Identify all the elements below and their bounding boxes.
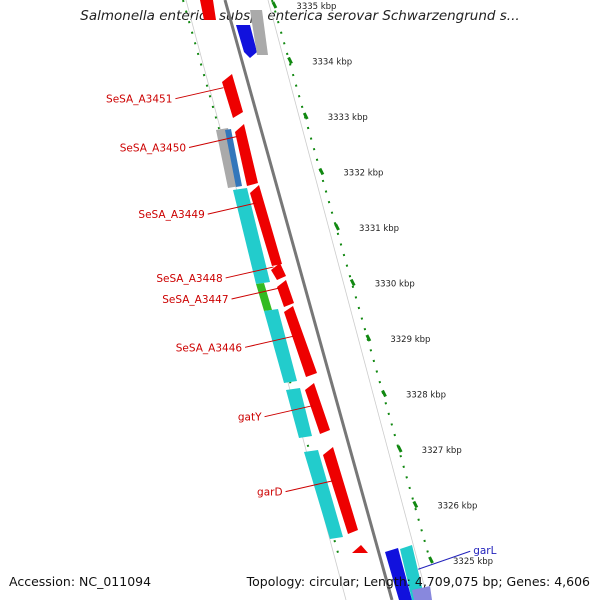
gene-label-SeSA_A3447[interactable]: SeSA_A3447 (162, 287, 280, 306)
ruler-label: 3325 kbp (453, 557, 493, 567)
ruler-tick (334, 223, 340, 231)
ruler-tick (271, 1, 278, 9)
feature-SeSA_A3446[interactable] (284, 306, 317, 377)
ruler-tick (428, 556, 434, 564)
gene-label-leader (231, 287, 280, 300)
ruler-tick (396, 445, 403, 453)
feature-garD[interactable] (323, 447, 358, 534)
feature-green-block[interactable] (256, 283, 272, 311)
feature-blue-top[interactable] (236, 25, 257, 58)
gene-label-SeSA_A3449[interactable]: SeSA_A3449 (138, 202, 256, 221)
feature-SeSA_A3449[interactable] (250, 185, 282, 266)
ruler-label: 3330 kbp (375, 280, 415, 290)
feature-cyan-2[interactable] (264, 309, 297, 383)
ruler-label: 3328 kbp (406, 391, 446, 401)
ruler-label: 3329 kbp (390, 335, 430, 345)
genome-summary: Topology: circular; Length: 4,709,075 bp… (246, 574, 590, 589)
gene-label-leader (207, 202, 256, 215)
feature-small-red[interactable] (352, 545, 368, 553)
feature-gatY[interactable] (305, 383, 330, 434)
gene-label-text[interactable]: SeSA_A3448 (156, 273, 222, 285)
gene-label-text[interactable]: SeSA_A3450 (120, 143, 186, 155)
gene-label-SeSA_A3448[interactable]: SeSA_A3448 (156, 266, 274, 285)
gene-label-leader (225, 266, 274, 279)
gene-label-leader (244, 335, 294, 348)
feature-garL[interactable] (385, 548, 412, 600)
feature-gray-top[interactable] (250, 10, 268, 55)
ruler-label: 3332 kbp (343, 169, 383, 179)
feature-SeSA_A3447[interactable] (277, 280, 294, 307)
outer-track-border (267, 0, 429, 600)
gene-label-text[interactable]: garL (473, 545, 496, 557)
backbone (223, 0, 394, 600)
feature-blue-block[interactable] (225, 129, 242, 187)
gene-label-leader (188, 136, 238, 149)
gene-label-leader (175, 87, 224, 100)
ruler-tick (302, 112, 309, 120)
feature-cyan-3[interactable] (286, 388, 312, 438)
ruler-label: 3334 kbp (312, 58, 352, 68)
ruler: 3335 kbp 3334 kbp 3333 kbp 3332 kbp 3331 kbp… (271, 1, 493, 567)
gene-label-text[interactable]: SeSA_A3449 (138, 209, 204, 221)
gene-label-SeSA_A3451[interactable]: SeSA_A3451 (106, 87, 224, 106)
gene-label-text[interactable]: SeSA_A3451 (106, 94, 172, 106)
ruler-label: 3335 kbp (296, 2, 336, 12)
ruler-tick (365, 334, 372, 342)
gene-labels: SeSA_A3451 SeSA_A3450 SeSA_A3449 SeSA_A3448… (106, 87, 497, 570)
ruler-tick (381, 389, 387, 398)
gene-label-text[interactable]: garD (257, 487, 283, 499)
feature-red-top[interactable] (200, 0, 216, 20)
ruler-label: 3327 kbp (422, 446, 462, 456)
gene-label-garD[interactable]: garD (257, 480, 334, 499)
gene-label-leader (264, 405, 313, 418)
feature-SeSA_A3450[interactable] (235, 124, 258, 186)
ruler-tick (412, 500, 419, 509)
ruler-tick (349, 278, 356, 287)
ruler-label: 3333 kbp (328, 113, 368, 123)
ruler-label: 3331 kbp (359, 224, 399, 234)
gene-label-garL[interactable]: garL (418, 545, 497, 570)
map-title: Salmonella enterica subsp. enterica sero… (80, 8, 520, 24)
feature-SeSA_A3448[interactable] (271, 263, 286, 280)
gene-label-SeSA_A3450[interactable]: SeSA_A3450 (120, 136, 238, 155)
gene-label-leader (418, 550, 471, 570)
outer-dotted-guide (271, 0, 431, 561)
gene-label-text[interactable]: SeSA_A3447 (162, 294, 228, 306)
feature-bottom-edge[interactable] (412, 586, 432, 600)
ruler-tick (287, 56, 293, 65)
ruler-label: 3326 kbp (437, 502, 477, 512)
feature-cyan-bottom[interactable] (400, 545, 425, 600)
feature-SeSA_A3451[interactable] (222, 74, 243, 118)
gene-label-text[interactable]: SeSA_A3446 (176, 342, 243, 354)
gene-label-leader (285, 480, 334, 493)
gene-label-SeSA_A3446[interactable]: SeSA_A3446 (176, 335, 294, 354)
accession-text: Accession: NC_011094 (9, 574, 152, 589)
gene-label-gatY[interactable]: gatY (238, 405, 313, 424)
ruler-tick (318, 167, 325, 176)
gene-label-text[interactable]: gatY (238, 412, 262, 424)
feature-cyan-4[interactable] (304, 450, 343, 539)
feature-cyan-1[interactable] (233, 188, 270, 284)
